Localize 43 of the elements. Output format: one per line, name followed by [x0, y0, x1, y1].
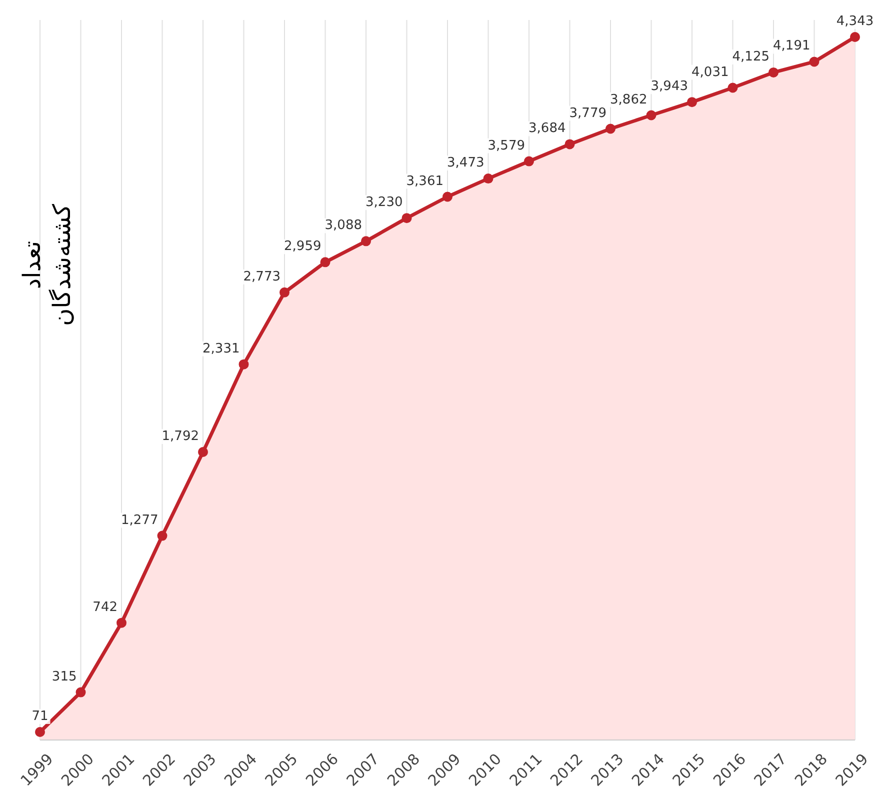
data-label: 3,684 — [528, 121, 566, 136]
data-label: 4,125 — [732, 49, 770, 64]
data-label: 71 — [32, 709, 48, 724]
point — [280, 287, 290, 298]
point — [361, 236, 371, 246]
y-axis-title: تعداد کشته‌شدگان — [18, 203, 76, 326]
point — [320, 257, 330, 268]
point — [687, 97, 697, 108]
data-label: 3,943 — [650, 79, 688, 94]
point — [768, 67, 778, 78]
data-label: 1,277 — [121, 512, 158, 528]
point — [35, 727, 45, 737]
point — [483, 174, 494, 184]
data-label: 1,792 — [162, 429, 199, 444]
point — [646, 110, 656, 120]
point — [850, 32, 860, 42]
data-label: 2,331 — [202, 341, 240, 356]
point — [809, 56, 820, 67]
data-label: 3,779 — [569, 106, 606, 121]
point — [728, 82, 738, 93]
data-label: 4,191 — [773, 38, 810, 54]
data-label: 3,579 — [488, 138, 525, 154]
point — [157, 530, 168, 541]
data-label: 3,361 — [406, 174, 444, 189]
data-label: 2,773 — [243, 269, 280, 284]
data-label: 4,343 — [836, 14, 874, 29]
point — [606, 124, 616, 134]
point — [402, 213, 412, 224]
point — [116, 618, 126, 628]
data-label: 742 — [92, 600, 118, 615]
data-label: 3,230 — [366, 195, 403, 210]
data-label: 3,088 — [324, 218, 362, 234]
point — [198, 447, 208, 458]
data-label: 2,959 — [284, 239, 322, 254]
data-label: 3,473 — [447, 156, 484, 171]
point — [564, 139, 575, 150]
data-label: 3,862 — [610, 92, 648, 108]
point — [238, 359, 249, 370]
data-label: 4,031 — [692, 64, 729, 80]
point — [76, 687, 86, 698]
point — [442, 192, 452, 202]
point — [524, 156, 534, 166]
data-label: 315 — [52, 669, 77, 684]
